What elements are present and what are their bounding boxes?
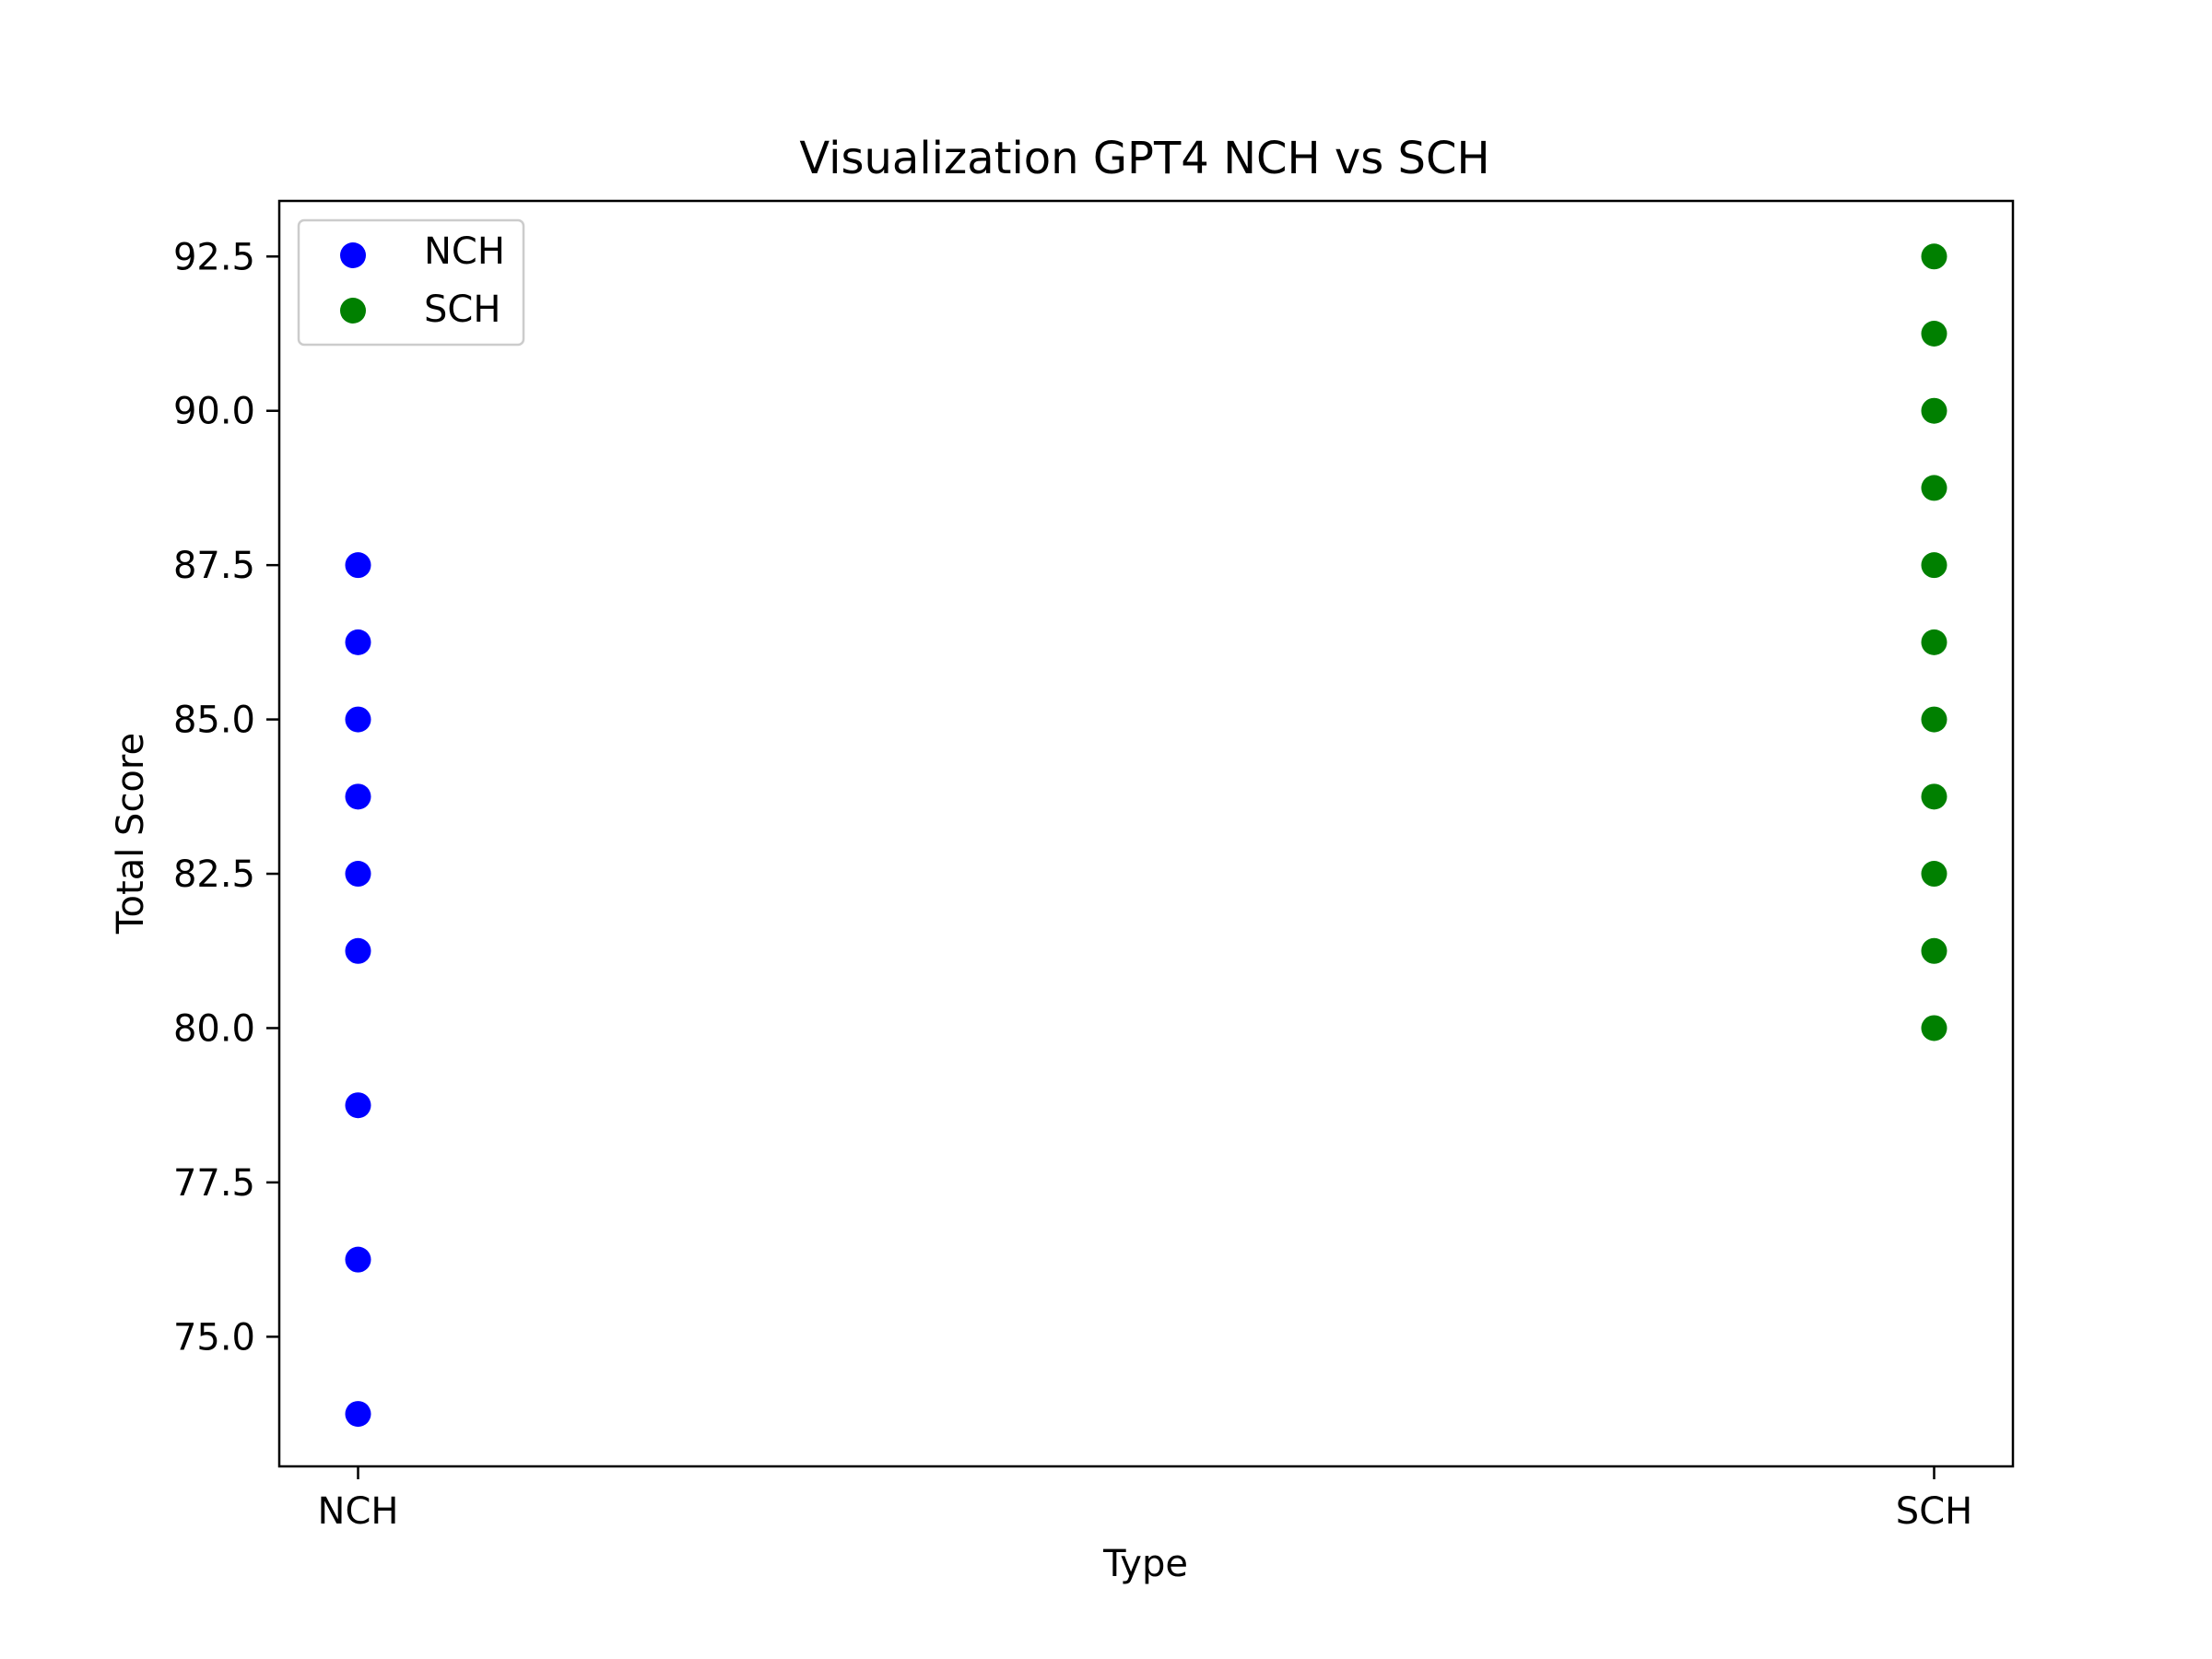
data-point — [1921, 243, 1947, 270]
y-tick-label: 92.5 — [173, 236, 255, 278]
y-tick-label: 75.0 — [173, 1316, 255, 1359]
data-point — [345, 861, 371, 888]
data-point — [345, 552, 371, 579]
data-point — [345, 629, 371, 655]
chart-title: Visualization GPT4 NCH vs SCH — [799, 133, 1489, 184]
data-point — [345, 937, 371, 964]
series-nch — [345, 552, 371, 1428]
legend-marker-sch — [340, 298, 366, 324]
legend-marker-nch — [340, 242, 366, 268]
data-point — [1921, 1015, 1947, 1041]
y-tick-label: 80.0 — [173, 1007, 255, 1050]
data-point — [345, 783, 371, 810]
data-point — [345, 1401, 371, 1428]
axes-frame — [277, 199, 2015, 1468]
y-tick-label: 82.5 — [173, 853, 255, 896]
legend-label-sch: SCH — [424, 288, 500, 331]
data-point — [1921, 320, 1947, 347]
data-point — [1921, 783, 1947, 810]
data-point — [345, 1092, 371, 1119]
legend-label-nch: NCH — [424, 230, 505, 273]
y-tick-label: 90.0 — [173, 391, 255, 433]
data-point — [1921, 397, 1947, 424]
series-sch — [1921, 243, 1947, 1041]
data-point — [1921, 475, 1947, 501]
data-point — [1921, 552, 1947, 579]
plot-area: 75.0 77.5 80.0 82.5 85.0 87.5 90.0 92.5 NCH SCH — [173, 236, 1972, 1533]
y-tick-label: 85.0 — [173, 700, 255, 742]
data-point — [345, 1246, 371, 1273]
x-tick-label: NCH — [318, 1490, 399, 1533]
x-axis-label: Type — [1102, 1543, 1188, 1585]
y-axis-label: Total Score — [110, 733, 152, 935]
x-tick-label: SCH — [1896, 1490, 1972, 1533]
data-point — [1921, 861, 1947, 888]
data-point — [1921, 629, 1947, 655]
legend: NCH SCH — [297, 218, 525, 347]
y-tick-label: 77.5 — [173, 1162, 255, 1205]
data-point — [1921, 706, 1947, 733]
y-tick-label: 87.5 — [173, 545, 255, 587]
data-point — [345, 706, 371, 733]
data-point — [1921, 937, 1947, 964]
